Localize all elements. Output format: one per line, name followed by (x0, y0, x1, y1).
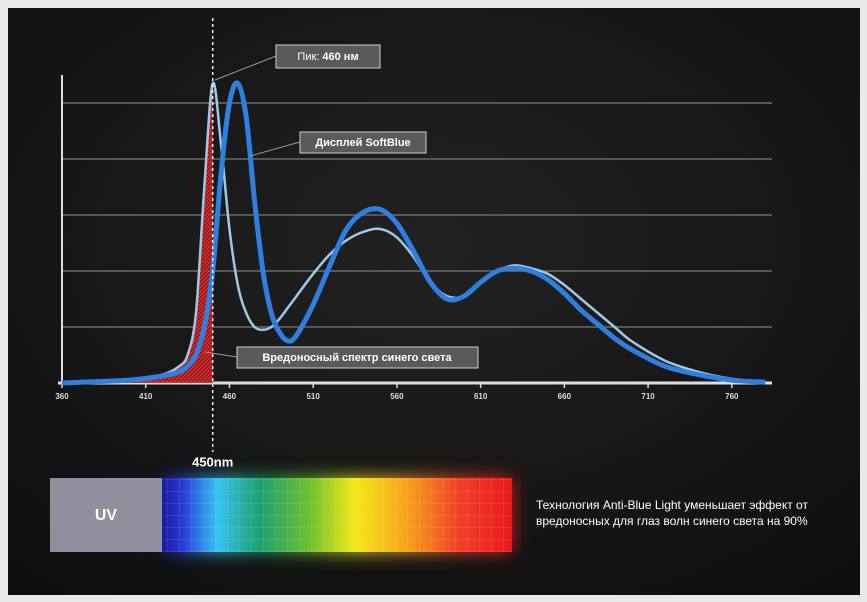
note: Технология Anti-Blue Light уменьшает эфф… (536, 498, 808, 528)
x-tick-label: 460 (223, 392, 237, 401)
x-tick-label: 710 (641, 392, 655, 401)
x-tick-label: 360 (55, 392, 69, 401)
spectrum-grid (162, 478, 512, 552)
x-tick-label: 660 (558, 392, 572, 401)
peak-callout: Пик: 460 нм (297, 51, 358, 63)
x-tick-label: 610 (474, 392, 488, 401)
harm-label: Вредоносный спектр синего света (262, 352, 452, 364)
peak-label: Пик: (297, 51, 319, 63)
x-tick-label: 410 (139, 392, 153, 401)
x-tick-label: 560 (390, 392, 404, 401)
softblue-box (299, 131, 427, 154)
marker-label: 450nm (192, 454, 233, 469)
peak-box (275, 44, 381, 69)
uv-box (50, 478, 162, 552)
series-line (61, 80, 766, 386)
peak-value: 460 нм (322, 51, 358, 63)
uv-label: UV (95, 507, 118, 524)
x-tick-label: 510 (306, 392, 320, 401)
harm-leader (204, 351, 238, 358)
x-tick-label: 760 (725, 392, 739, 401)
harm-box (236, 346, 479, 369)
series-label: Дисплей SoftBlue (315, 137, 410, 149)
softblue-leader (249, 141, 301, 157)
peak-leader (214, 55, 277, 81)
